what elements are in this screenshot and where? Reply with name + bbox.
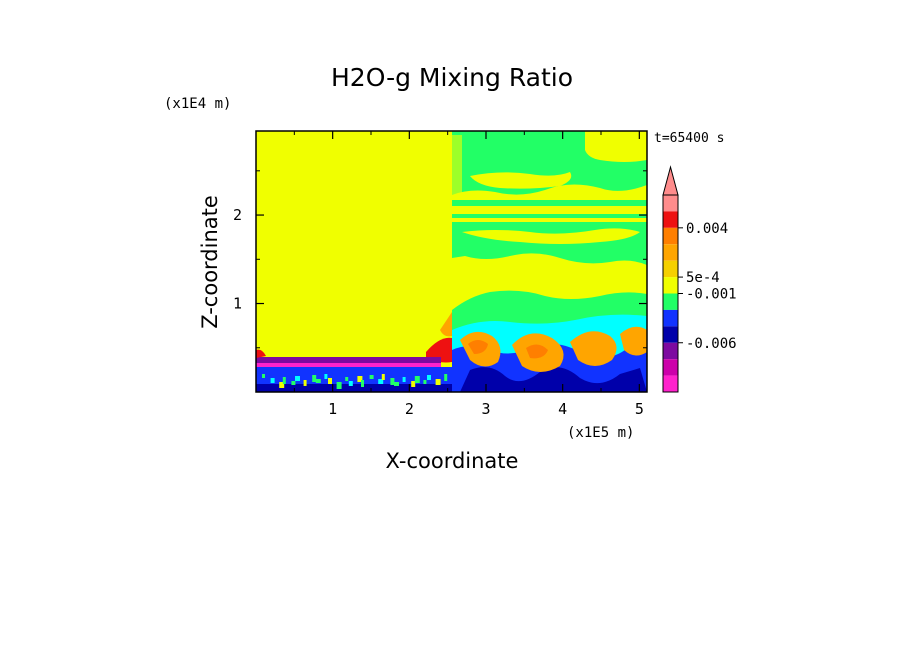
colorbar-segment (663, 375, 678, 392)
x-tick-label: 1 (328, 400, 337, 418)
speckle (282, 377, 286, 384)
colorbar-label: 0.004 (686, 221, 728, 237)
plot-frame (255, 130, 648, 393)
speckle (357, 376, 363, 382)
x-tick-label: 3 (481, 400, 490, 418)
colorbar-segment (663, 260, 678, 278)
speckle (291, 381, 296, 385)
speckle (262, 374, 265, 378)
speckle (402, 377, 406, 382)
y-unit-label: (x1E4 m) (164, 96, 231, 112)
colorbar-label: -0.006 (686, 336, 737, 352)
colorbar-segment (663, 359, 678, 376)
speckle (411, 381, 416, 387)
y-tick-label: 1 (233, 295, 242, 313)
colorbar-segment (663, 227, 678, 245)
colorbar-segment (663, 211, 678, 228)
speckle (390, 378, 395, 385)
colorbar-label: -0.001 (686, 287, 737, 303)
y-axis-label: Z-coordinate (198, 195, 222, 329)
colorbar-arrow (662, 165, 679, 196)
speckle (423, 380, 427, 384)
speckle (328, 378, 332, 384)
speckle (315, 379, 321, 383)
y-tick-label: 2 (233, 206, 242, 224)
speckle (348, 381, 353, 386)
speckle (394, 382, 399, 386)
colorbar-segment (663, 277, 678, 294)
speckle (414, 376, 420, 383)
colorbar-segment (663, 293, 678, 310)
speckle (324, 374, 328, 379)
speckle (381, 374, 385, 380)
colorbar-segment (663, 244, 678, 261)
speckle (444, 374, 448, 381)
colorbar-segment (663, 309, 678, 327)
speckle (378, 379, 384, 384)
heatmap-field (256, 131, 647, 392)
speckle (303, 380, 307, 386)
speckle (295, 376, 300, 381)
speckle (435, 379, 441, 385)
x-tick-label: 5 (635, 400, 644, 418)
x-axis-label: X-coordinate (386, 449, 519, 473)
speckle (270, 378, 275, 383)
time-label: t=65400 s (654, 131, 724, 146)
colorbar-segment (663, 195, 678, 212)
y-axis: 12 (233, 170, 647, 349)
x-axis: 1 2 3 4 5 (293, 131, 644, 418)
speckle (312, 375, 317, 382)
speckle (336, 382, 342, 389)
x-tick-label: 2 (405, 400, 414, 418)
colorbar-segment (663, 342, 678, 360)
speckle (345, 377, 349, 381)
colorbar: 0.004 5e-4-0.001 -0.006 (662, 165, 737, 393)
colorbar-label: 5e-4 (686, 270, 720, 286)
x-unit-label: (x1E5 m) (567, 425, 634, 441)
colorbar-segment (663, 326, 678, 343)
speckle (369, 375, 374, 379)
speckle (361, 380, 364, 387)
speckle (279, 382, 285, 388)
speckle (427, 375, 431, 380)
chart-title: H2O-g Mixing Ratio (331, 63, 573, 92)
x-tick-label: 4 (558, 400, 567, 418)
